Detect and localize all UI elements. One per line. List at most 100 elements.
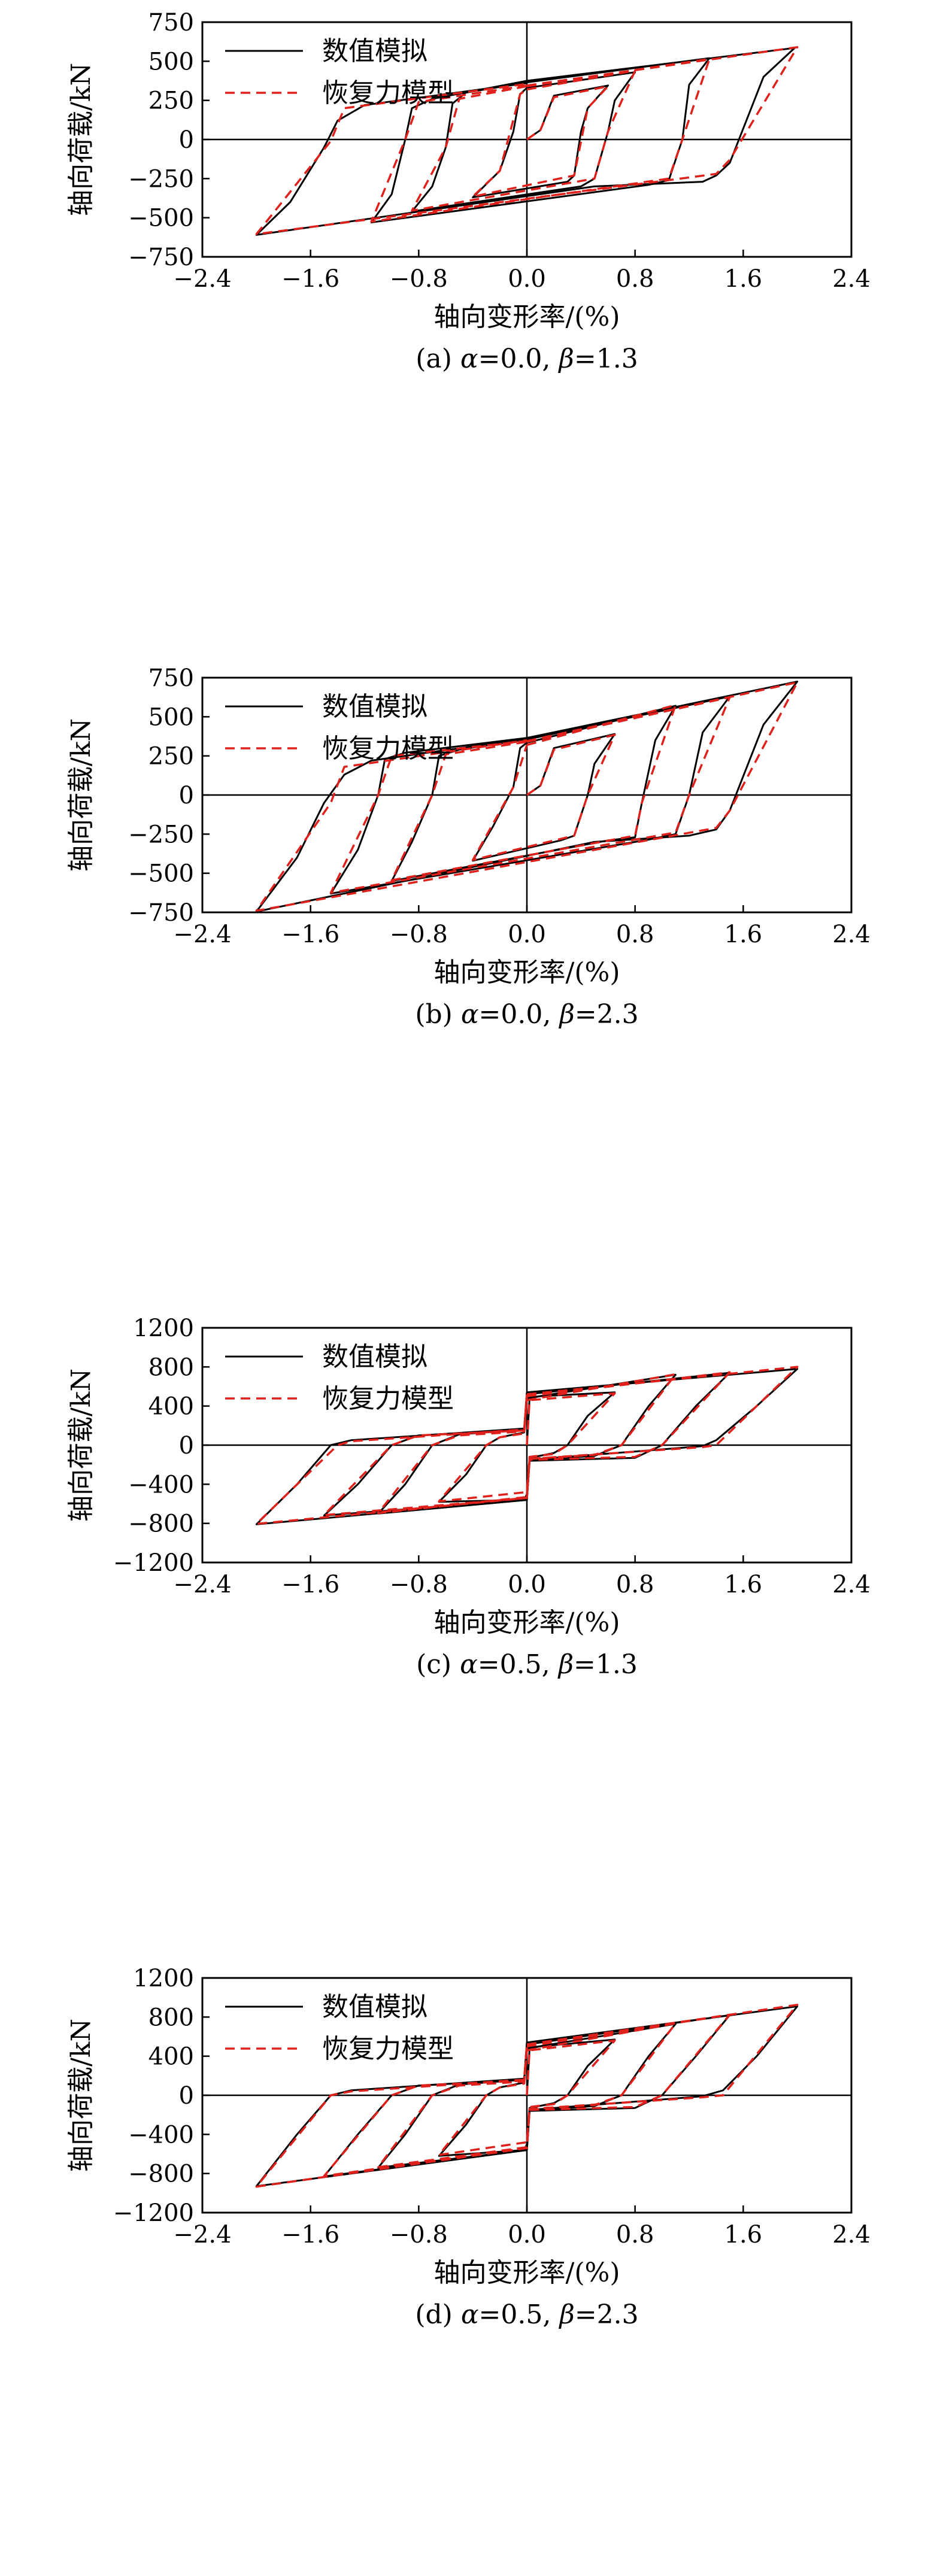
x-axis-label: 轴向变形率/(%) (434, 957, 620, 988)
x-tick-label: 1.6 (724, 921, 763, 948)
y-tick-label: −800 (128, 2161, 194, 2188)
legend-label: 数值模拟 (322, 36, 427, 66)
series-group (255, 1366, 799, 1525)
x-tick-label: 1.6 (724, 1571, 763, 1598)
y-axis-label: 轴向荷载/kN (66, 63, 96, 216)
x-tick-label: 2.4 (832, 1571, 871, 1598)
x-tick-label: 0.8 (616, 1571, 654, 1598)
y-tick-label: 500 (148, 703, 194, 731)
x-tick-label: 0.8 (616, 2221, 654, 2249)
panel-caption: (b) α=0.0, β=2.3 (415, 999, 638, 1030)
model-curve-loop-1 (471, 85, 610, 198)
numeric-curve-loop-2 (411, 71, 636, 213)
y-tick-label: −1200 (113, 1549, 194, 1577)
legend-label: 恢复力模型 (322, 733, 454, 764)
legend-label: 恢复力模型 (322, 1383, 454, 1414)
model-curve-loop-3 (329, 696, 731, 894)
x-tick-label: 1.6 (724, 265, 763, 293)
y-tick-label: −750 (128, 244, 194, 271)
model-curve-loop-1 (438, 1392, 616, 1503)
model-curve-loop-3 (370, 57, 711, 223)
x-tick-label: −0.8 (390, 265, 448, 293)
model-curve-loop-1 (471, 733, 616, 861)
x-tick-label: 0.8 (616, 265, 654, 293)
y-tick-label: 0 (179, 1432, 194, 1460)
y-tick-label: 0 (179, 126, 194, 154)
y-tick-label: 400 (148, 1393, 194, 1421)
y-tick-label: 1200 (133, 1315, 194, 1342)
legend-label: 数值模拟 (322, 1342, 427, 1372)
y-tick-label: 800 (148, 1354, 194, 1381)
model-curve-loop-2 (377, 2022, 677, 2168)
numeric-curve-loop-1 (472, 84, 609, 199)
x-axis-label: 轴向变形率/(%) (434, 1607, 620, 1638)
panel-caption: (a) α=0.0, β=1.3 (416, 344, 638, 374)
y-tick-label: −400 (128, 2121, 194, 2149)
y-tick-label: −800 (128, 1510, 194, 1538)
numeric-curve-loop-4 (255, 681, 799, 912)
panel-caption: (d) α=0.5, β=2.3 (415, 2299, 638, 2330)
model-curve-loop-2 (390, 703, 677, 882)
y-tick-label: −500 (128, 205, 194, 232)
y-tick-label: 500 (148, 48, 194, 75)
x-tick-label: −0.8 (390, 921, 448, 948)
x-tick-label: −1.6 (281, 921, 339, 948)
x-tick-label: 2.4 (832, 265, 871, 293)
numeric-curve-loop-4 (255, 47, 796, 236)
model-curve-loop-2 (377, 1373, 677, 1515)
y-tick-label: 400 (148, 2043, 194, 2071)
model-curve-loop-4 (255, 681, 799, 912)
x-tick-label: −0.8 (390, 2221, 448, 2249)
model-curve-loop-4 (255, 2004, 799, 2188)
x-axis-label: 轴向变形率/(%) (434, 2258, 620, 2288)
x-tick-label: 0.0 (508, 921, 546, 948)
x-tick-label: −1.6 (281, 2221, 339, 2249)
x-tick-label: −0.8 (390, 1571, 448, 1598)
model-curve-loop-4 (255, 1366, 799, 1525)
x-tick-label: −2.4 (173, 1571, 231, 1598)
x-tick-label: −2.4 (173, 2221, 231, 2249)
x-tick-label: 0.0 (508, 2221, 546, 2249)
y-tick-label: −250 (128, 165, 194, 193)
x-tick-label: −1.6 (281, 1571, 339, 1598)
legend-label: 数值模拟 (322, 691, 427, 722)
y-tick-label: −750 (128, 899, 194, 927)
y-tick-label: 0 (179, 782, 194, 809)
x-tick-label: −2.4 (173, 265, 231, 293)
chart-panel-d: −2.4 −1.6 −0.8 0.0 0.8 1.6 2.4 −1200 −800 −400 0 40… (66, 1965, 871, 2330)
model-curve-loop-2 (411, 69, 636, 212)
y-tick-label: 750 (148, 9, 194, 37)
legend-label: 恢复力模型 (322, 2034, 454, 2064)
legend-label: 数值模拟 (322, 1992, 427, 2022)
y-axis-label: 轴向荷载/kN (66, 2019, 96, 2172)
y-axis-label: 轴向荷载/kN (66, 1369, 96, 1522)
y-axis-label: 轴向荷载/kN (66, 718, 96, 872)
x-tick-label: −1.6 (281, 265, 339, 293)
x-tick-label: 2.4 (832, 921, 871, 948)
y-tick-label: 800 (148, 2004, 194, 2031)
x-tick-label: 0.0 (508, 265, 546, 293)
series-group (255, 681, 799, 912)
model-curve-loop-1 (438, 2039, 616, 2156)
y-tick-label: 250 (148, 743, 194, 770)
x-tick-label: −2.4 (173, 921, 231, 948)
x-tick-label: 1.6 (724, 2221, 763, 2249)
x-tick-label: 2.4 (832, 2221, 871, 2249)
x-tick-label: 0.8 (616, 921, 654, 948)
x-tick-label: 0.0 (508, 1571, 546, 1598)
y-tick-label: 0 (179, 2082, 194, 2110)
panel-caption: (c) α=0.5, β=1.3 (416, 1649, 638, 1680)
y-tick-label: −400 (128, 1471, 194, 1498)
series-group (255, 46, 799, 236)
y-tick-label: 750 (148, 665, 194, 692)
y-tick-label: −250 (128, 821, 194, 848)
series-group (255, 2004, 799, 2188)
model-curve-loop-4 (255, 46, 799, 235)
numeric-curve-loop-3 (370, 57, 711, 223)
y-tick-label: −1200 (113, 2199, 194, 2227)
